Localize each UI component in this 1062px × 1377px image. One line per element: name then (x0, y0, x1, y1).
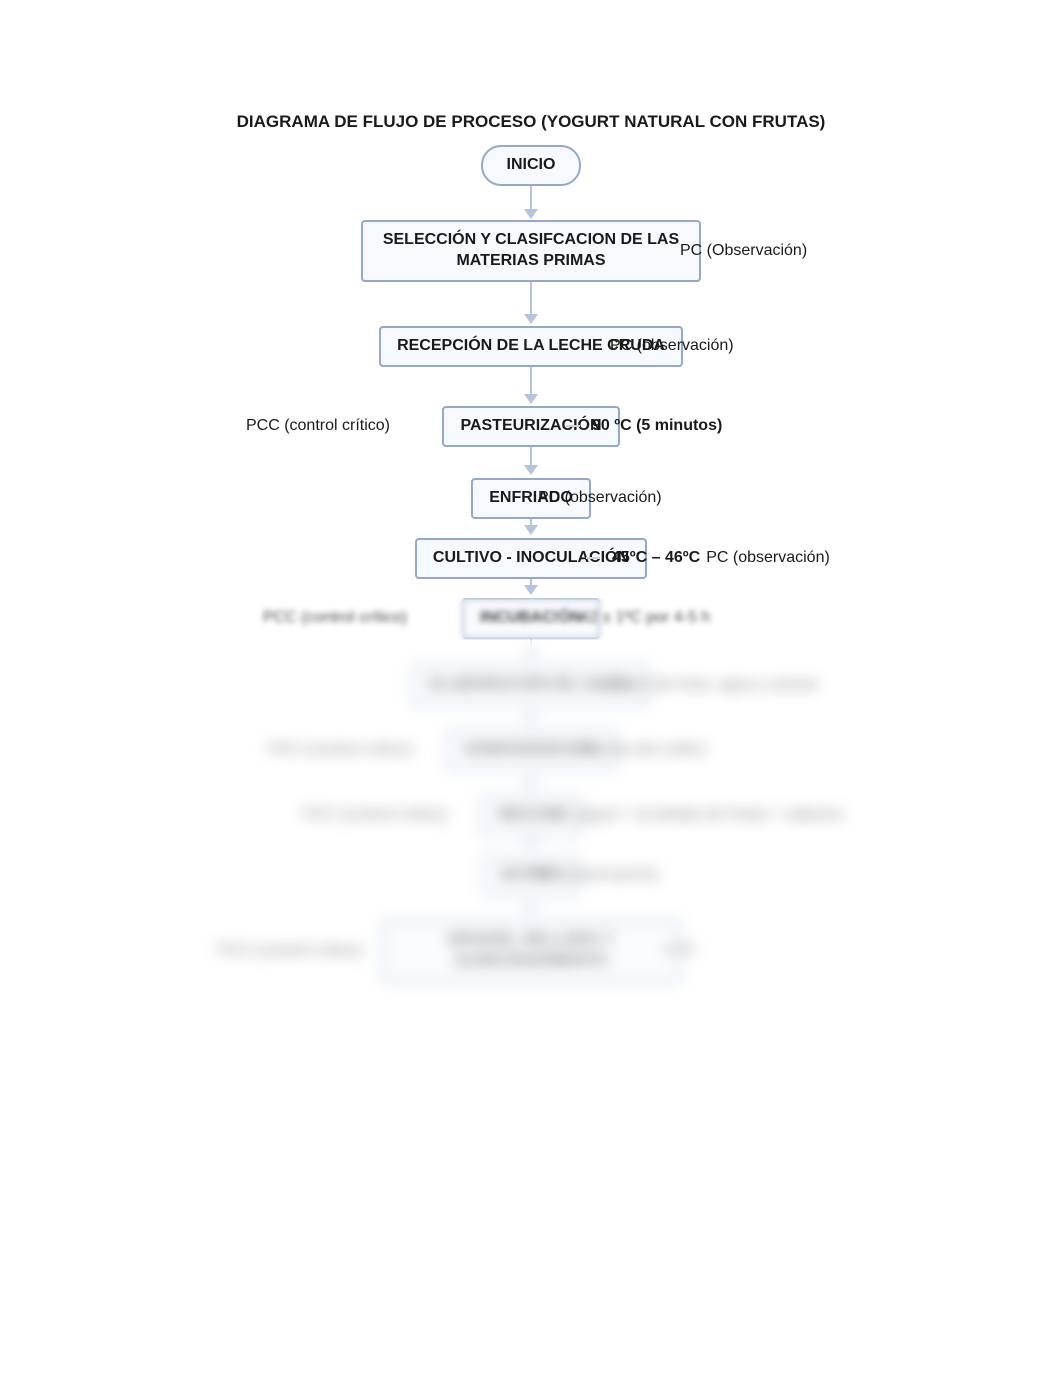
blur-region-heavy (0, 640, 1062, 1377)
label-pc-observacion: PC (observación) (706, 549, 830, 567)
label-pc-observacion: PC (Observación) (680, 242, 807, 260)
param-temp: 45ºC – 46ºC (612, 549, 700, 567)
node-seleccion: SELECCIÓN Y CLASIFCACION DE LAS MATERIAS… (361, 220, 701, 282)
param-temp: 90 ºC (5 minutos) (592, 417, 722, 435)
label-pc-observacion: PC (observación) (610, 337, 734, 355)
page-title: DIAGRAMA DE FLUJO DE PROCESO (YOGURT NAT… (0, 112, 1062, 132)
label-pcc-critico: PCC (control crítico) (246, 417, 390, 434)
dash-icon (566, 425, 580, 427)
blur-region-light (0, 598, 1062, 640)
label-pc-observacion: PC (observación) (538, 489, 662, 507)
node-inicio: INICIO (481, 145, 582, 186)
dash-icon (586, 557, 600, 559)
